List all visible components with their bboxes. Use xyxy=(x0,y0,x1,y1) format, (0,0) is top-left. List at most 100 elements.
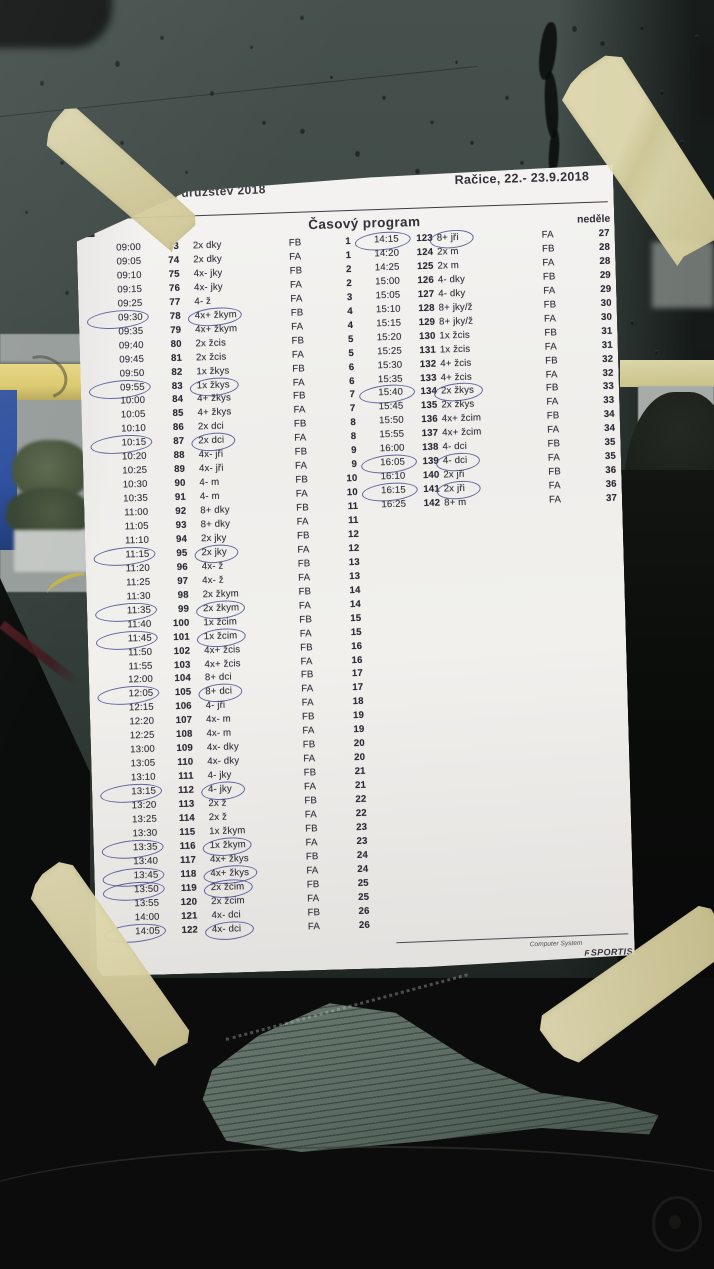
final-cell: FB xyxy=(296,502,309,514)
boat-class-cell: 4+ žcis xyxy=(440,357,472,370)
time-cell: 10:00 xyxy=(120,395,146,407)
final-cell: FA xyxy=(294,460,308,472)
water-droplet xyxy=(120,140,124,145)
race-number-cell: 31 xyxy=(601,339,613,351)
crew-number-cell: 121 xyxy=(180,910,198,922)
time-cell: 13:30 xyxy=(132,827,158,840)
boat-class-cell: 2x jři xyxy=(443,469,465,481)
final-cell: FA xyxy=(301,697,314,709)
crew-number-cell: 124 xyxy=(416,246,434,259)
race-number-cell: 2 xyxy=(346,277,353,289)
crew-number-cell: 95 xyxy=(176,547,188,559)
water-droplet xyxy=(430,120,434,124)
final-cell: FA xyxy=(298,599,312,612)
water-droplet xyxy=(382,95,386,100)
venue-date-header: Račice, 22.- 23.9.2018 xyxy=(454,169,590,188)
time-cell: 13:55 xyxy=(134,897,160,909)
boat-class-cell: 4- dky xyxy=(437,273,466,286)
race-number-cell: 16 xyxy=(350,640,363,652)
final-cell: FB xyxy=(545,382,559,395)
crew-number-cell: 97 xyxy=(177,575,189,587)
final-cell: FB xyxy=(295,474,309,486)
time-cell: 13:40 xyxy=(133,855,159,868)
time-cell: 09:50 xyxy=(119,367,145,380)
race-number-cell: 24 xyxy=(357,863,369,875)
crew-number-cell: 74 xyxy=(168,254,180,267)
final-cell: FB xyxy=(299,641,313,654)
race-number-cell: 28 xyxy=(598,241,611,253)
time-cell: 13:20 xyxy=(131,799,157,812)
crew-number-cell: 79 xyxy=(170,324,182,336)
boat-class-cell: 8+ jky/ž xyxy=(438,315,474,328)
race-number-cell: 31 xyxy=(601,325,613,337)
water-droplet xyxy=(470,140,474,145)
crew-number-cell: 89 xyxy=(173,463,186,476)
crew-number-cell: 86 xyxy=(172,422,185,434)
shadow-blob-top-left xyxy=(0,0,112,48)
water-droplet xyxy=(115,60,120,67)
water-droplet xyxy=(60,160,64,165)
time-cell: 09:35 xyxy=(118,325,144,338)
water-droplet xyxy=(455,60,458,64)
footer-brand-logo: Ϝ SPORTIS xyxy=(584,948,591,958)
final-cell: FA xyxy=(547,452,561,464)
shadow-blob-right xyxy=(699,44,714,118)
race-number-cell: 21 xyxy=(354,779,367,792)
water-droplet xyxy=(640,25,644,30)
final-cell: FB xyxy=(303,767,317,779)
time-cell: 13:05 xyxy=(130,757,156,770)
schedule-paper: ství ČR družstev 2018 Račice, 22.- 23.9.… xyxy=(75,165,635,977)
race-number-cell: 20 xyxy=(354,751,366,764)
race-number-cell: 9 xyxy=(351,459,358,471)
final-cell: FA xyxy=(291,348,305,361)
race-number-cell: 35 xyxy=(604,436,616,449)
crew-number-cell: 135 xyxy=(420,400,438,412)
final-cell: FB xyxy=(293,418,307,430)
race-number-cell: 15 xyxy=(350,626,362,638)
race-number-cell: 1 xyxy=(345,249,352,262)
time-cell: 11:20 xyxy=(125,562,151,575)
final-cell: FB xyxy=(541,243,555,255)
race-number-cell: 28 xyxy=(599,255,611,267)
time-cell: 10:05 xyxy=(120,409,146,421)
time-cell: 11:05 xyxy=(124,520,149,533)
final-cell: FA xyxy=(548,480,561,492)
crew-number-cell: 102 xyxy=(173,645,191,657)
final-cell: FB xyxy=(288,237,302,249)
time-cell: 15:15 xyxy=(376,317,402,329)
race-number-cell: 19 xyxy=(353,724,365,736)
crew-number-cell: 113 xyxy=(178,798,195,811)
yellow-bar-reflection xyxy=(620,360,714,387)
light-patch xyxy=(14,530,90,572)
water-droplet xyxy=(630,320,634,325)
crew-number-cell: 75 xyxy=(168,268,180,280)
time-cell: 15:05 xyxy=(375,289,401,302)
final-cell: FB xyxy=(548,466,562,478)
race-number-cell: 24 xyxy=(356,849,369,861)
boat-class-cell: 2x m xyxy=(437,259,460,272)
crew-number-cell: 133 xyxy=(420,372,437,384)
crew-number-cell: 142 xyxy=(423,497,441,510)
final-cell: FA xyxy=(299,627,312,640)
race-number-cell: 21 xyxy=(354,765,366,778)
final-cell: FA xyxy=(293,404,306,417)
water-droplet xyxy=(250,45,253,49)
race-number-cell: 19 xyxy=(352,710,365,722)
race-number-cell: 29 xyxy=(600,283,612,295)
race-number-cell: 4 xyxy=(347,305,353,317)
final-cell: FA xyxy=(544,340,558,353)
final-cell: FA xyxy=(305,836,318,849)
boat-class-cell: 1x žcis xyxy=(439,329,470,342)
water-droplet xyxy=(65,290,69,295)
final-cell: FA xyxy=(304,809,317,821)
final-cell: FA xyxy=(546,396,559,408)
time-cell: 10:25 xyxy=(122,464,148,477)
crew-number-cell: 87 xyxy=(173,436,185,448)
final-cell: FA xyxy=(547,424,560,436)
final-cell: FB xyxy=(545,354,558,367)
water-droplet xyxy=(300,15,304,20)
race-number-cell: 34 xyxy=(603,409,615,421)
crew-number-cell: 110 xyxy=(177,756,194,769)
crew-number-cell: 105 xyxy=(174,687,192,699)
